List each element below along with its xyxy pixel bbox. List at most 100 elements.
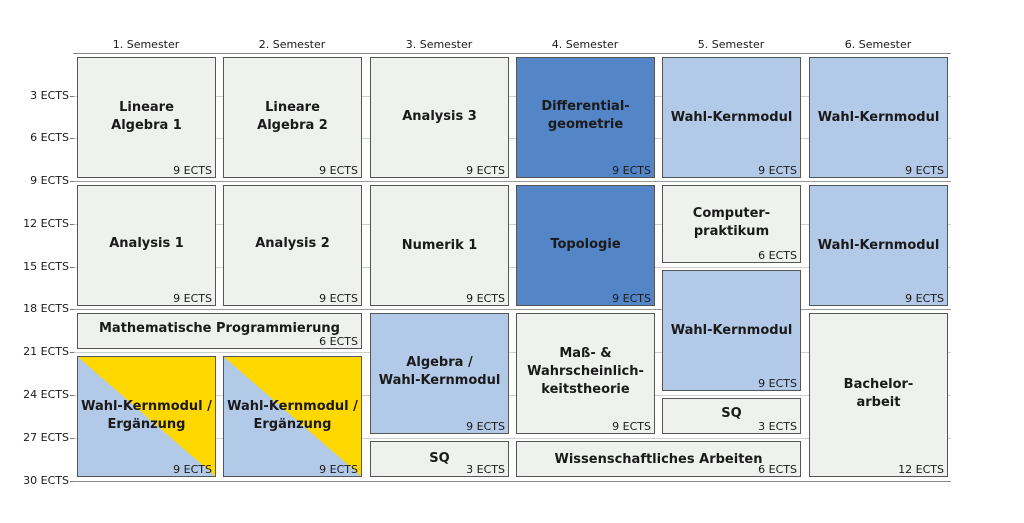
y-label-9: 9 ECTS bbox=[30, 174, 69, 187]
y-tick bbox=[70, 267, 74, 268]
module-title: Wahl-Kernmodul bbox=[817, 238, 940, 253]
module-ects: 9 ECTS bbox=[612, 292, 651, 305]
module-mathematische-programmierung: Mathematische Programmierung 6 ECTS bbox=[77, 313, 362, 349]
y-tick bbox=[70, 181, 74, 182]
module-title: Wahl-Kernmodul / Ergänzung bbox=[227, 399, 358, 432]
module-wissenschaftliches-arbeiten: Wissenschaftliches Arbeiten 6 ECTS bbox=[516, 441, 801, 477]
y-tick bbox=[70, 96, 74, 97]
bottom-rule bbox=[73, 481, 951, 482]
module-wahl-kernmodul-6b: Wahl-Kernmodul 9 ECTS bbox=[809, 185, 948, 306]
module-title: Analysis 1 bbox=[109, 236, 184, 251]
module-lineare-algebra-2: Lineare Algebra 2 9 ECTS bbox=[223, 57, 362, 178]
y-label-15: 15 ECTS bbox=[23, 260, 69, 273]
gridline-9 bbox=[74, 181, 951, 182]
module-computerpraktikum: Computer- praktikum 6 ECTS bbox=[662, 185, 801, 263]
module-title: Wahl-Kernmodul bbox=[670, 110, 793, 125]
module-ects: 9 ECTS bbox=[173, 292, 212, 305]
module-analysis-2: Analysis 2 9 ECTS bbox=[223, 185, 362, 306]
semester-header-3: 3. Semester bbox=[405, 38, 473, 51]
module-title: Algebra / Wahl-Kernmodul bbox=[378, 355, 501, 388]
y-label-21: 21 ECTS bbox=[23, 345, 69, 358]
module-wahl-kernmodul-5b: Wahl-Kernmodul 9 ECTS bbox=[662, 270, 801, 391]
module-ects: 9 ECTS bbox=[319, 164, 358, 177]
module-title: Analysis 2 bbox=[255, 236, 330, 251]
y-tick bbox=[70, 309, 74, 310]
module-sq-semester-3: SQ 3 ECTS bbox=[370, 441, 509, 477]
module-ects: 9 ECTS bbox=[319, 292, 358, 305]
module-ects: 9 ECTS bbox=[612, 420, 651, 433]
y-tick bbox=[70, 352, 74, 353]
semester-header-4: 4. Semester bbox=[551, 38, 619, 51]
y-tick bbox=[70, 438, 74, 439]
module-title: Topologie bbox=[550, 237, 621, 252]
module-algebra-wahl-kernmodul: Algebra / Wahl-Kernmodul 9 ECTS bbox=[370, 313, 509, 434]
module-wahl-kernmodul-ergaenzung-2: Wahl-Kernmodul / Ergänzung 9 ECTS bbox=[223, 356, 362, 477]
y-label-12: 12 ECTS bbox=[23, 217, 69, 230]
y-label-3: 3 ECTS bbox=[30, 89, 69, 102]
module-ects: 12 ECTS bbox=[898, 463, 944, 476]
module-ects: 9 ECTS bbox=[905, 292, 944, 305]
module-title: Wahl-Kernmodul bbox=[817, 110, 940, 125]
module-ects: 9 ECTS bbox=[173, 164, 212, 177]
semester-header-1: 1. Semester bbox=[112, 38, 180, 51]
module-wahl-kernmodul-5a: Wahl-Kernmodul 9 ECTS bbox=[662, 57, 801, 178]
module-lineare-algebra-1: Lineare Algebra 1 9 ECTS bbox=[77, 57, 216, 178]
module-analysis-1: Analysis 1 9 ECTS bbox=[77, 185, 216, 306]
module-title: SQ bbox=[429, 451, 450, 466]
module-ects: 9 ECTS bbox=[612, 164, 651, 177]
module-title: Mathematische Programmierung bbox=[99, 321, 340, 336]
gridline-24 bbox=[74, 395, 951, 396]
gridline-6 bbox=[74, 138, 951, 139]
semester-header-5: 5. Semester bbox=[697, 38, 765, 51]
module-differentialgeometrie: Differential- geometrie 9 ECTS bbox=[516, 57, 655, 178]
gridline-21 bbox=[74, 352, 951, 353]
module-mass-wahrscheinlichkeitstheorie: Maß- & Wahrscheinlich- keitstheorie 9 EC… bbox=[516, 313, 655, 434]
module-title: Analysis 3 bbox=[402, 109, 477, 124]
module-title: Lineare Algebra 1 bbox=[111, 100, 182, 133]
module-ects: 6 ECTS bbox=[758, 463, 797, 476]
module-ects: 9 ECTS bbox=[758, 164, 797, 177]
module-title: Bachelor- arbeit bbox=[843, 377, 914, 410]
y-tick bbox=[70, 224, 74, 225]
semester-header-2: 2. Semester bbox=[258, 38, 326, 51]
module-numerik-1: Numerik 1 9 ECTS bbox=[370, 185, 509, 306]
y-tick bbox=[70, 138, 74, 139]
module-ects: 9 ECTS bbox=[319, 463, 358, 476]
module-ects: 3 ECTS bbox=[466, 463, 505, 476]
module-title: Wissenschaftliches Arbeiten bbox=[554, 452, 763, 467]
module-sq-semester-5: SQ 3 ECTS bbox=[662, 398, 801, 434]
module-wahl-kernmodul-ergaenzung-1: Wahl-Kernmodul / Ergänzung 9 ECTS bbox=[77, 356, 216, 477]
module-title: Computer- praktikum bbox=[692, 206, 771, 239]
y-tick bbox=[70, 395, 74, 396]
module-title: Wahl-Kernmodul / Ergänzung bbox=[81, 399, 212, 432]
header-rule bbox=[73, 53, 951, 54]
module-ects: 9 ECTS bbox=[466, 420, 505, 433]
gridline-27 bbox=[74, 438, 951, 439]
module-ects: 9 ECTS bbox=[466, 164, 505, 177]
module-ects: 6 ECTS bbox=[758, 249, 797, 262]
y-label-30: 30 ECTS bbox=[23, 474, 69, 487]
module-title: Maß- & Wahrscheinlich- keitstheorie bbox=[527, 346, 644, 397]
module-ects: 3 ECTS bbox=[758, 420, 797, 433]
module-bachelorarbeit: Bachelor- arbeit 12 ECTS bbox=[809, 313, 948, 477]
module-ects: 9 ECTS bbox=[758, 377, 797, 390]
y-label-6: 6 ECTS bbox=[30, 131, 69, 144]
module-topologie: Topologie 9 ECTS bbox=[516, 185, 655, 306]
y-tick bbox=[70, 481, 74, 482]
y-label-18: 18 ECTS bbox=[23, 302, 69, 315]
gridline-12 bbox=[74, 224, 951, 225]
module-analysis-3: Analysis 3 9 ECTS bbox=[370, 57, 509, 178]
module-wahl-kernmodul-6a: Wahl-Kernmodul 9 ECTS bbox=[809, 57, 948, 178]
module-ects: 6 ECTS bbox=[319, 335, 358, 348]
module-ects: 9 ECTS bbox=[905, 164, 944, 177]
gridline-15 bbox=[74, 267, 951, 268]
module-title: Differential- geometrie bbox=[541, 99, 630, 132]
module-title: Wahl-Kernmodul bbox=[670, 323, 793, 338]
y-label-24: 24 ECTS bbox=[23, 388, 69, 401]
module-title: SQ bbox=[721, 406, 742, 421]
module-title: Numerik 1 bbox=[401, 238, 478, 253]
gridline-3 bbox=[74, 96, 951, 97]
y-label-27: 27 ECTS bbox=[23, 431, 69, 444]
module-title: Lineare Algebra 2 bbox=[257, 100, 328, 133]
gridline-18 bbox=[74, 309, 951, 310]
